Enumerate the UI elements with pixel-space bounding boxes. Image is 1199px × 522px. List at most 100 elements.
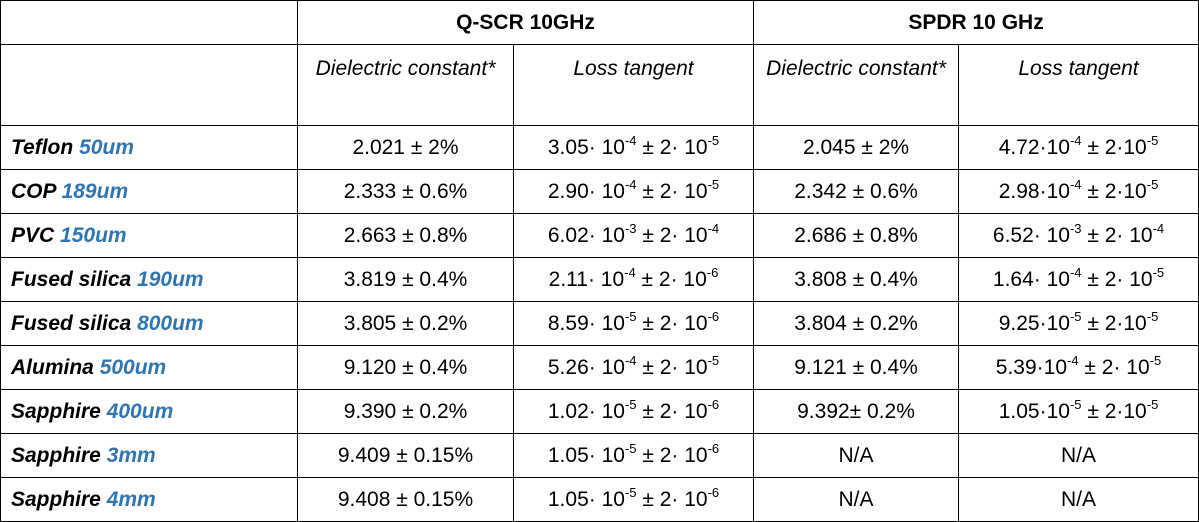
value-cell: 2.333 ± 0.6% <box>297 169 514 214</box>
empty-cell <box>0 44 298 126</box>
value-cell: 9.25·10-5 ± 2·10-5 <box>958 301 1199 346</box>
value-text: 4.72·10 <box>998 135 1070 159</box>
value-text: 1.05· 10 <box>547 487 625 511</box>
thickness: 189um <box>61 179 129 203</box>
value-cell: 1.05·10-5 ± 2·10-5 <box>958 389 1199 434</box>
value-cell: N/A <box>753 433 960 478</box>
value-text: 6.52· 10 <box>992 223 1070 247</box>
thickness: 150um <box>60 223 127 247</box>
value-cell: 3.805 ± 0.2% <box>297 301 514 346</box>
value-text: ± 2· 10 <box>636 223 708 247</box>
value-text: ± 2· 10 <box>636 443 708 467</box>
row-label: Fused silica 190um <box>0 257 298 302</box>
exponent: -5 <box>624 396 637 412</box>
thickness: 800um <box>137 311 204 335</box>
exponent: -4 <box>624 176 637 192</box>
group-header: Q-SCR 10GHz <box>296 0 755 45</box>
table-row: PVC 150um 2.663 ± 0.8% 6.02· 10-3 ± 2· 10-… <box>0 213 1199 258</box>
value-text: 2.90· 10 <box>547 179 625 203</box>
exponent: -4 <box>1069 176 1082 192</box>
row-label: Fused silica 800um <box>0 301 298 346</box>
exponent: -5 <box>1146 396 1159 412</box>
exponent: -5 <box>624 484 637 500</box>
value-text: ± 2·10 <box>1081 311 1147 335</box>
material-name: Alumina <box>11 355 94 379</box>
value-cell: 3.808 ± 0.4% <box>753 257 960 302</box>
thickness: 500um <box>99 355 167 379</box>
thickness: 50um <box>79 135 134 159</box>
value-cell: 1.05· 10-5 ± 2· 10-6 <box>512 477 755 522</box>
table-row: Fused silica 800um 3.805 ± 0.2% 8.59· 10-5… <box>0 301 1199 346</box>
material-name: Sapphire <box>11 443 101 467</box>
value-text: ± 2· 10 <box>1078 355 1150 379</box>
exponent: -5 <box>1069 308 1082 324</box>
value-cell: N/A <box>958 433 1199 478</box>
exponent: -5 <box>1069 396 1082 412</box>
exponent: -5 <box>1152 264 1165 280</box>
exponent: -5 <box>1146 176 1159 192</box>
value-text: 5.39·10 <box>995 355 1068 379</box>
value-text: 2.11· 10 <box>548 267 625 291</box>
value-cell: 2.11· 10-4 ± 2· 10-6 <box>512 257 755 302</box>
material-name: Sapphire <box>11 487 101 511</box>
table-body: Teflon 50um 2.021 ± 2% 3.05· 10-4 ± 2· 10-… <box>0 125 1199 522</box>
sub-header: Loss tangent <box>512 44 755 126</box>
exponent: -5 <box>1149 352 1162 368</box>
exponent: -5 <box>1146 132 1159 148</box>
value-cell: 8.59· 10-5 ± 2· 10-6 <box>512 301 755 346</box>
row-label: Teflon 50um <box>0 125 298 170</box>
value-cell: N/A <box>753 477 960 522</box>
exponent: -6 <box>707 396 720 412</box>
value-cell: 5.39·10-4 ± 2· 10-5 <box>958 345 1199 390</box>
exponent: -5 <box>707 352 720 368</box>
value-cell: 9.408 ± 0.15% <box>297 477 514 522</box>
material-name: PVC <box>11 223 55 247</box>
sub-header: Dielectric constant* <box>297 44 514 126</box>
value-cell: 9.409 ± 0.15% <box>297 433 514 478</box>
row-label: Alumina 500um <box>0 345 298 390</box>
exponent: -4 <box>1152 220 1165 236</box>
empty-cell <box>0 0 298 45</box>
value-text: ± 2·10 <box>1081 135 1147 159</box>
value-cell: 6.52· 10-3 ± 2· 10-4 <box>958 213 1199 258</box>
value-cell: 9.121 ± 0.4% <box>753 345 960 390</box>
value-cell: 1.02· 10-5 ± 2· 10-6 <box>512 389 755 434</box>
material-name: COP <box>11 179 56 203</box>
material-name: Sapphire <box>11 399 101 423</box>
table-row: Teflon 50um 2.021 ± 2% 3.05· 10-4 ± 2· 10-… <box>0 125 1199 170</box>
sub-header-row: Dielectric constant* Loss tangent Dielec… <box>0 44 1199 126</box>
value-text: ± 2·10 <box>1081 399 1147 423</box>
table-row: Sapphire 4mm 9.408 ± 0.15% 1.05· 10-5 ± 2·… <box>0 477 1199 522</box>
exponent: -4 <box>1069 132 1082 148</box>
value-cell: N/A <box>958 477 1199 522</box>
exponent: -4 <box>624 132 637 148</box>
value-text: 8.59· 10 <box>547 311 625 335</box>
sub-header: Dielectric constant* <box>753 44 960 126</box>
value-cell: 3.05· 10-4 ± 2· 10-5 <box>512 125 755 170</box>
value-text: ± 2·10 <box>1081 179 1147 203</box>
value-cell: 6.02· 10-3 ± 2· 10-4 <box>512 213 755 258</box>
table-row: Alumina 500um 9.120 ± 0.4% 5.26· 10-4 ± 2·… <box>0 345 1199 390</box>
exponent: -4 <box>624 264 636 280</box>
value-text: ± 2· 10 <box>636 399 708 423</box>
value-text: 6.02· 10 <box>547 223 625 247</box>
table-row: Fused silica 190um 3.819 ± 0.4% 2.11· 10-4… <box>0 257 1199 302</box>
value-text: ± 2· 10 <box>1081 223 1153 247</box>
exponent: -5 <box>1146 308 1159 324</box>
value-text: 9.25·10 <box>998 311 1070 335</box>
exponent: -4 <box>1069 264 1082 280</box>
value-cell: 9.392± 0.2% <box>753 389 960 434</box>
exponent: -4 <box>624 352 637 368</box>
row-label: PVC 150um <box>0 213 298 258</box>
value-text: ± 2· 10 <box>636 311 708 335</box>
value-text: ± 2· 10 <box>635 267 707 291</box>
value-cell: 3.819 ± 0.4% <box>297 257 514 302</box>
row-label: Sapphire 4mm <box>0 477 298 522</box>
value-cell: 2.342 ± 0.6% <box>753 169 960 214</box>
value-text: 2.98·10 <box>998 179 1070 203</box>
value-text: ± 2· 10 <box>636 135 708 159</box>
exponent: -5 <box>624 440 637 456</box>
value-cell: 3.804 ± 0.2% <box>753 301 960 346</box>
